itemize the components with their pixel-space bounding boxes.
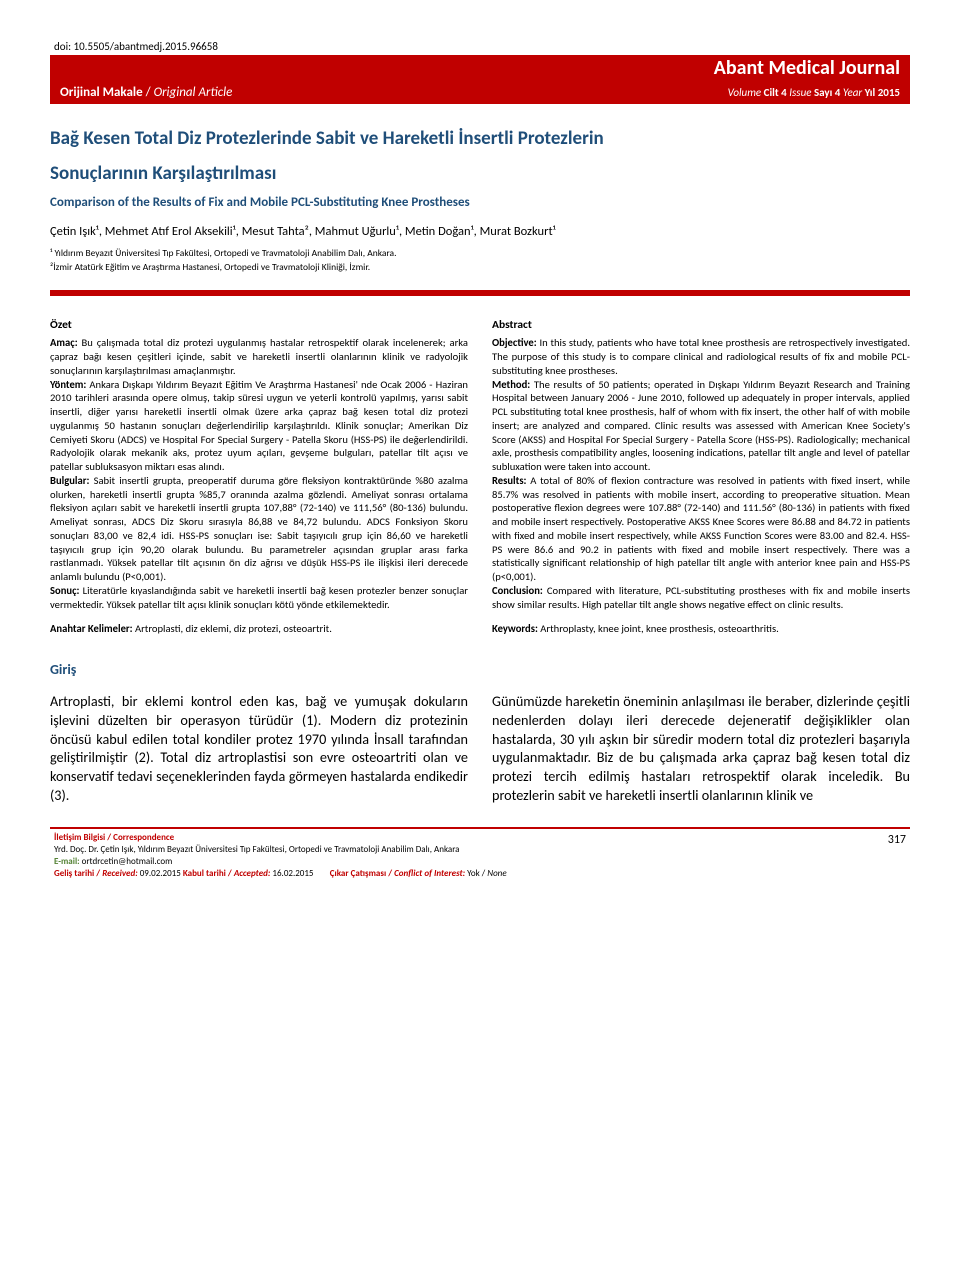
title-english: Comparison of the Results of Fix and Mob… xyxy=(50,195,910,210)
divider-red xyxy=(50,290,910,296)
volume-info: Volume Cilt 4 Issue Sayı 4 Year Yıl 2015 xyxy=(728,86,900,99)
ozet-keywords: Anahtar Kelimeler: Artroplasti, diz ekle… xyxy=(50,622,468,636)
page-number: 317 xyxy=(888,832,906,881)
footer-left: İletişim Bilgisi / Correspondence Yrd. D… xyxy=(54,832,888,881)
doi-text: doi: 10.5505/abantmedj.2015.96658 xyxy=(54,40,910,53)
article-type-bold: Orijinal Makale xyxy=(60,85,143,100)
abstract-row: Özet Amaç: Bu çalışmada total diz protez… xyxy=(50,318,910,635)
title-turkish-line1: Bağ Kesen Total Diz Protezlerinde Sabit … xyxy=(50,126,910,152)
abstract-column: Abstract Objective: In this study, patie… xyxy=(492,318,910,635)
abstract-body: Objective: In this study, patients who h… xyxy=(492,336,910,611)
abstract-keywords: Keywords: Arthroplasty, knee joint, knee… xyxy=(492,622,910,636)
article-type-italic: Original Article xyxy=(154,85,233,100)
footer: İletişim Bilgisi / Correspondence Yrd. D… xyxy=(50,829,910,881)
article-type: Orijinal Makale / Original Article xyxy=(60,85,232,100)
affiliation-2: ²İzmir Atatürk Eğitim ve Araştırma Hasta… xyxy=(50,261,910,274)
abstract-title: Abstract xyxy=(492,318,910,333)
giris-right: Günümüzde hareketin öneminin anlaşılması… xyxy=(492,692,910,804)
title-turkish-line2: Sonuçlarının Karşılaştırılması xyxy=(50,162,910,185)
header-bar: Abant Medical Journal xyxy=(50,55,910,81)
affiliation-1: ¹ Yıldırım Beyazıt Üniversitesi Tıp Fakü… xyxy=(50,247,910,260)
journal-name: Abant Medical Journal xyxy=(714,56,900,80)
ozet-column: Özet Amaç: Bu çalışmada total diz protez… xyxy=(50,318,468,635)
giris-row: Artroplasti, bir eklemi kontrol eden kas… xyxy=(50,692,910,804)
giris-left: Artroplasti, bir eklemi kontrol eden kas… xyxy=(50,692,468,804)
article-type-row: Orijinal Makale / Original Article Volum… xyxy=(50,81,910,104)
ozet-body: Amaç: Bu çalışmada total diz protezi uyg… xyxy=(50,336,468,611)
ozet-title: Özet xyxy=(50,318,468,333)
authors-line: Çetin Işık¹, Mehmet Atıf Erol Aksekili¹,… xyxy=(50,224,910,239)
giris-title: Giriş xyxy=(50,661,910,678)
